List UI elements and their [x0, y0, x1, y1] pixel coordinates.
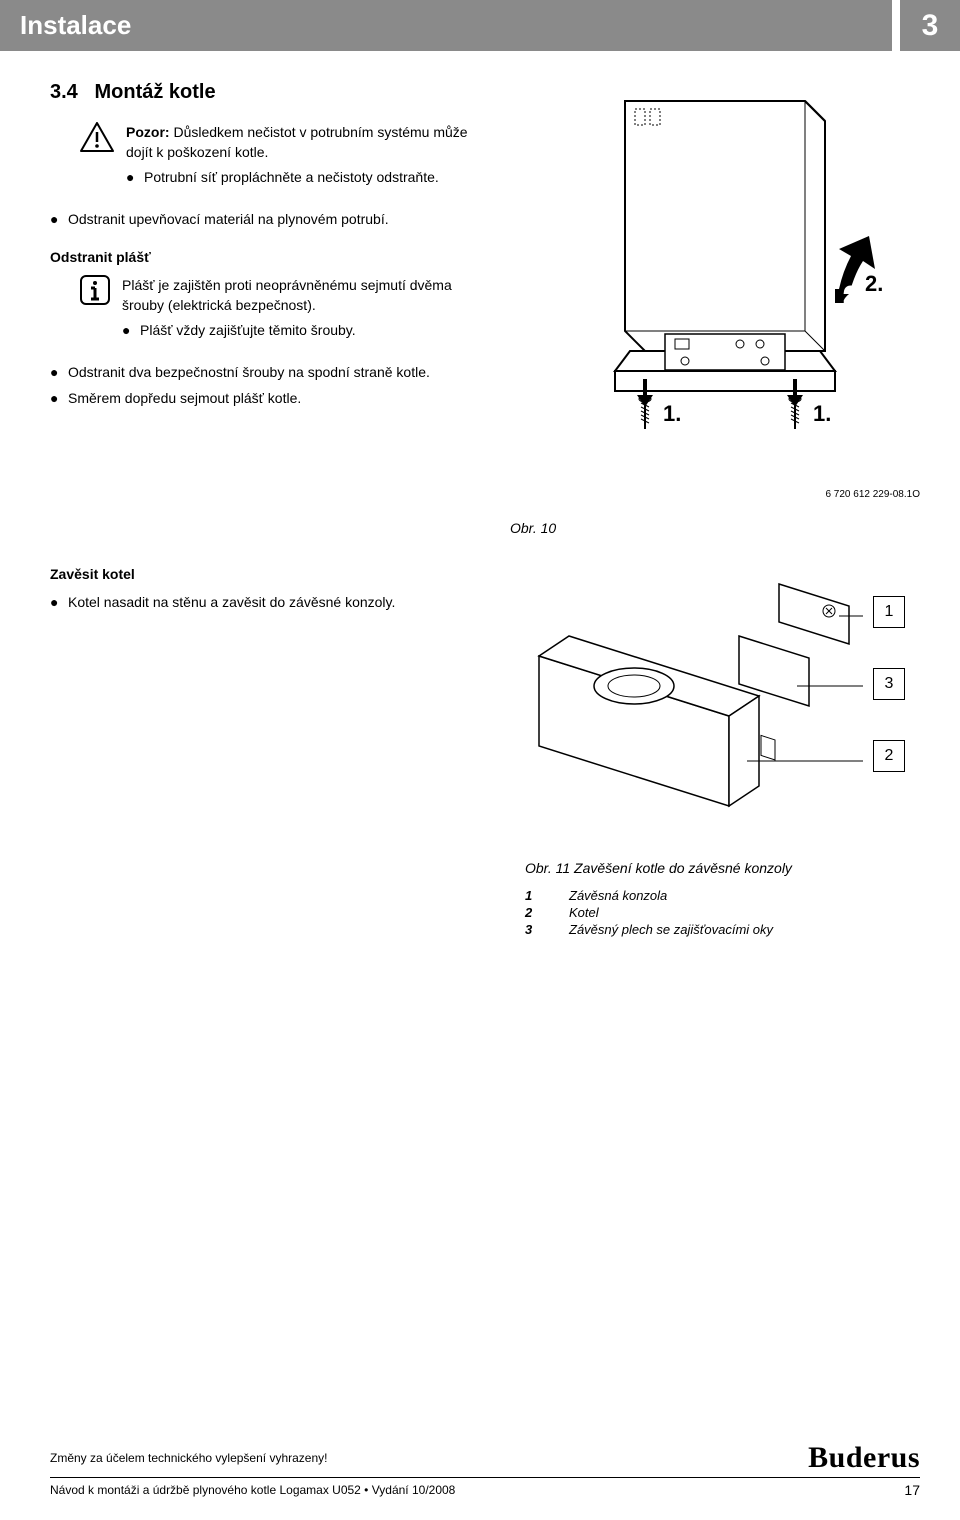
bullet-dot: ●	[122, 320, 132, 340]
instruction-item: Směrem dopředu sejmout plášť kotle.	[68, 388, 301, 408]
footer-disclaimer: Změny za účelem technického vylepšení vy…	[50, 1451, 808, 1469]
subheading-hang-boiler: Zavěsit kotel	[50, 566, 470, 582]
fig10-label-2: 2.	[865, 271, 883, 296]
warning-body: Důsledkem nečistot v potrubním systému m…	[126, 124, 468, 160]
figure-10-caption: Obr. 10	[510, 520, 556, 536]
hang-instruction: Kotel nasadit na stěnu a zavěsit do závě…	[68, 592, 395, 612]
callout-2: 2	[873, 740, 905, 772]
chapter-number: 3	[900, 0, 960, 51]
bullet-dot: ●	[50, 592, 60, 612]
figure-11-caption: Obr. 11 Zavěšení kotle do závěsné konzol…	[525, 860, 792, 876]
fig10-label-1-right: 1.	[813, 401, 831, 426]
legend-val-2: Kotel	[569, 905, 599, 920]
warning-text: Pozor: Důsledkem nečistot v potrubním sy…	[126, 122, 470, 193]
warning-label: Pozor:	[126, 124, 170, 140]
brand-logo: Buderus	[808, 1441, 920, 1475]
legend-val-3: Závěsný plech se zajišťovacími oky	[569, 922, 773, 937]
svg-text:2.: 2.	[845, 283, 863, 308]
page-footer: Změny za účelem technického vylepšení vy…	[0, 1441, 960, 1498]
bullet-dot: ●	[50, 362, 60, 382]
section-heading: 3.4 Montáž kotle	[50, 81, 470, 104]
info-text: Plášť je zajištěn proti neoprávněnému se…	[122, 275, 470, 346]
warning-icon	[80, 122, 114, 152]
warning-block: Pozor: Důsledkem nečistot v potrubním sy…	[80, 122, 470, 193]
figure-11-bracket	[525, 566, 863, 846]
instruction-item: Odstranit dva bezpečnostní šrouby na spo…	[68, 362, 430, 382]
page-number: 17	[904, 1482, 920, 1498]
instruction-remove-material: Odstranit upevňovací materiál na plynové…	[68, 209, 389, 229]
subheading-remove-cover: Odstranit plášť	[50, 249, 470, 265]
figure-11-callouts: 1 3 2	[873, 566, 905, 772]
info-icon	[80, 275, 110, 305]
legend-val-1: Závěsná konzola	[569, 888, 667, 903]
figure-11-legend: 1 Závěsná konzola 2 Kotel 3 Závěsný plec…	[525, 886, 905, 937]
footer-doc-title: Návod k montáži a údržbě plynového kotle…	[50, 1483, 455, 1497]
chapter-title: Instalace	[0, 0, 892, 51]
callout-1: 1	[873, 596, 905, 628]
section-title: Montáž kotle	[94, 81, 215, 103]
header-bar: Instalace 3	[0, 0, 960, 51]
legend-key-3: 3	[525, 922, 539, 937]
info-block: Plášť je zajištěn proti neoprávněnému se…	[80, 275, 470, 346]
info-bullet: Plášť vždy zajišťujte těmito šrouby.	[140, 320, 356, 340]
callout-3: 3	[873, 668, 905, 700]
figure-10-boiler: 1. 1. 2. 2.	[535, 81, 895, 481]
bullet-dot: ●	[126, 167, 136, 187]
fig10-label-1-left: 1.	[663, 401, 681, 426]
legend-key-2: 2	[525, 905, 539, 920]
section-number: 3.4	[50, 81, 78, 103]
info-body: Plášť je zajištěn proti neoprávněnému se…	[122, 277, 452, 313]
instruction-list: ● Odstranit dva bezpečnostní šrouby na s…	[50, 362, 470, 409]
warning-bullet: Potrubní síť propláchněte a nečistoty od…	[144, 167, 439, 187]
bullet-dot: ●	[50, 209, 60, 243]
legend-key-1: 1	[525, 888, 539, 903]
bullet-dot: ●	[50, 388, 60, 408]
figure-10-code: 6 720 612 229-08.1O	[825, 489, 920, 500]
